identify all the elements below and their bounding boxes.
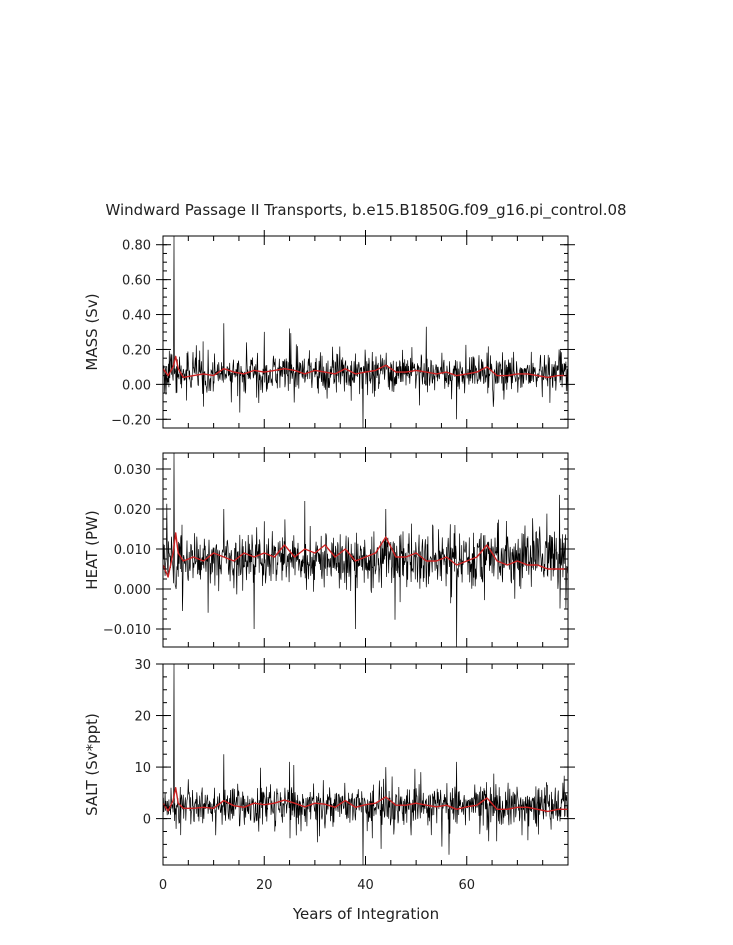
salt-panel: 0 10 20 30 SALT (Sv*ppt) 0 20 40 60 xyxy=(83,658,575,893)
salt-y-tick-label: 10 xyxy=(134,761,151,776)
mass-y-tick-label: −0.20 xyxy=(111,413,151,428)
mass-panel: −0.20 0.00 0.20 0.40 0.60 0.80 MASS (Sv) xyxy=(83,230,575,429)
heat-y-tick-label: 0.000 xyxy=(114,583,151,598)
heat-panel: −0.010 0.000 0.010 0.020 0.030 HEAT (PW) xyxy=(83,447,575,648)
x-tick-label: 0 xyxy=(159,878,167,893)
mass-raw-series-line xyxy=(163,236,568,428)
mass-y-tick-label: 0.80 xyxy=(122,239,151,254)
x-tick-label: 60 xyxy=(458,878,475,893)
salt-y-axis-label: SALT (Sv*ppt) xyxy=(83,713,101,816)
heat-y-axis-label: HEAT (PW) xyxy=(83,510,101,589)
mass-smoothed-series-line xyxy=(163,355,568,379)
figure-title: Windward Passage II Transports, b.e15.B1… xyxy=(105,201,626,220)
mass-y-tick-label: 0.20 xyxy=(122,343,151,358)
salt-y-tick-label: 20 xyxy=(134,710,151,725)
x-axis-label: Years of Integration xyxy=(292,905,439,923)
mass-y-tick-label: 0.40 xyxy=(122,309,151,324)
heat-y-tick-label: 0.020 xyxy=(114,503,151,518)
heat-smoothed-series-line xyxy=(163,532,568,578)
heat-y-tick-label: 0.030 xyxy=(114,463,151,478)
mass-y-axis-label: MASS (Sv) xyxy=(83,293,101,370)
heat-y-tick-label: −0.010 xyxy=(103,623,151,638)
salt-raw-series-line xyxy=(163,664,568,865)
salt-y-tick-label: 30 xyxy=(134,658,151,673)
x-tick-label: 20 xyxy=(256,878,273,893)
salt-y-tick-label: 0 xyxy=(143,813,151,828)
heat-raw-series-line xyxy=(163,453,568,647)
mass-y-tick-label: 0.00 xyxy=(122,378,151,393)
salt-smoothed-series-line xyxy=(163,787,568,813)
mass-y-tick-label: 0.60 xyxy=(122,274,151,289)
heat-y-tick-label: 0.010 xyxy=(114,543,151,558)
x-tick-label: 40 xyxy=(357,878,374,893)
